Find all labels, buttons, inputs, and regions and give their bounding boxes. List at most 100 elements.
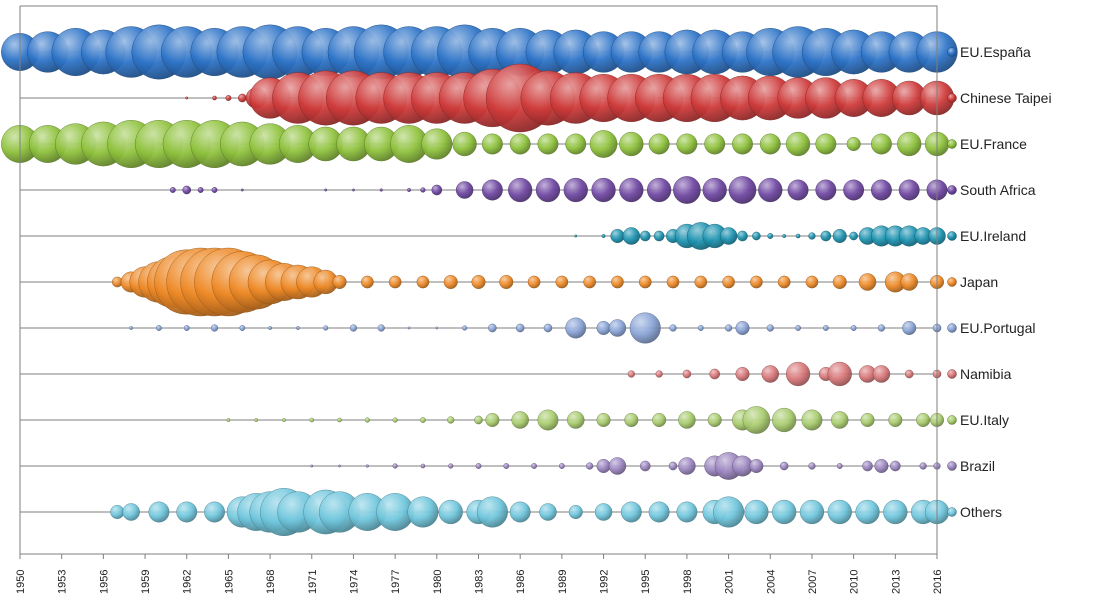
- bubble-point: [509, 133, 531, 155]
- x-tick-label: 2013: [890, 570, 902, 594]
- bubble-point: [619, 131, 644, 157]
- bubble-point: [110, 505, 125, 520]
- bubble-point: [508, 177, 533, 203]
- legend-label: South Africa: [960, 182, 1036, 198]
- bubble-point: [766, 324, 774, 332]
- bubble-point: [452, 131, 477, 157]
- bubble-point: [871, 133, 892, 155]
- bubble-point: [749, 459, 764, 474]
- bubble-point: [843, 179, 865, 201]
- x-tick-label: 1974: [348, 570, 360, 594]
- bubble-point: [678, 411, 696, 429]
- bubble-point: [678, 457, 696, 475]
- bubble-point: [750, 275, 763, 289]
- bubble-point: [608, 319, 627, 337]
- x-tick-label: 1959: [140, 570, 152, 594]
- bubble-point: [704, 133, 726, 155]
- bubble-point: [388, 275, 402, 289]
- bubble-point: [669, 324, 677, 332]
- bubble-point: [438, 499, 463, 525]
- bubble-point: [836, 463, 843, 469]
- bubble-point: [846, 136, 861, 151]
- bubble-point: [471, 275, 486, 290]
- bubble-point: [611, 275, 624, 289]
- bubble-point: [129, 326, 134, 330]
- legend-marker: [947, 139, 957, 149]
- bubble-point: [481, 179, 503, 201]
- bubble-point: [858, 273, 877, 291]
- bubble-point: [795, 233, 801, 239]
- bubble-point: [724, 324, 733, 332]
- legend-marker: [947, 369, 957, 379]
- bubble-point: [902, 321, 917, 336]
- bubble-point: [638, 275, 652, 289]
- x-tick-label: 2010: [849, 570, 861, 594]
- bubble-point: [676, 133, 698, 155]
- bubble-point: [323, 325, 329, 331]
- bubble-point: [666, 275, 680, 289]
- bubble-point: [416, 275, 430, 289]
- bubble-point: [392, 463, 398, 469]
- bubble-point: [900, 273, 918, 291]
- legend-marker: [947, 507, 957, 517]
- bubble-point: [586, 462, 594, 470]
- bubble-point: [407, 188, 411, 192]
- bubble-point: [752, 231, 761, 241]
- bubble-point: [801, 409, 823, 431]
- bubble-point: [735, 367, 750, 382]
- x-tick-label: 1977: [390, 570, 402, 594]
- x-tick-label: 1971: [307, 570, 319, 594]
- bubble-point: [324, 188, 328, 192]
- bubble-point: [183, 325, 190, 331]
- legend-marker: [947, 415, 957, 425]
- x-tick-label: 1950: [15, 570, 27, 594]
- bubble-point: [622, 227, 641, 245]
- bubble-point: [832, 228, 847, 243]
- bubble-point: [537, 133, 559, 155]
- bubble-point: [735, 321, 750, 336]
- bubble-point: [648, 133, 670, 155]
- legend-label: EU.Ireland: [960, 228, 1026, 244]
- bubble-point: [176, 501, 198, 523]
- bubble-point: [799, 499, 825, 525]
- bubble-point: [352, 188, 355, 192]
- bubble-point: [694, 275, 708, 289]
- bubble-point: [156, 325, 162, 331]
- bubble-point: [392, 417, 398, 423]
- bubble-point: [624, 413, 639, 428]
- legend-label: Chinese Taipei: [960, 90, 1052, 106]
- bubble-point: [185, 96, 189, 100]
- bubble-point: [758, 177, 783, 203]
- x-tick-label: 2004: [765, 570, 777, 594]
- bubble-point: [226, 418, 231, 422]
- bubble-point: [204, 501, 225, 523]
- bubble-point: [737, 230, 748, 242]
- bubble-point: [596, 413, 611, 428]
- bubble-point: [728, 176, 757, 204]
- bubble-point: [673, 176, 701, 204]
- x-tick-label: 1956: [98, 570, 110, 594]
- bubble-point: [447, 416, 455, 424]
- x-tick-label: 1998: [682, 570, 694, 594]
- x-tick-label: 1965: [223, 570, 235, 594]
- bubble-point: [888, 413, 903, 428]
- bubble-point: [509, 501, 531, 523]
- bubble-point: [652, 413, 667, 428]
- bubble-point: [772, 499, 797, 525]
- bubble-point: [785, 131, 811, 157]
- bubble-point: [531, 463, 537, 469]
- bubble-point: [702, 177, 727, 203]
- legend-marker: [947, 93, 957, 103]
- bubble-point: [377, 324, 385, 332]
- bubble-point: [608, 457, 627, 475]
- bubble-point: [815, 179, 837, 201]
- bubble-point: [574, 234, 578, 238]
- bubble-point: [443, 275, 458, 290]
- bubble-point: [475, 463, 482, 469]
- bubble-point: [527, 275, 541, 289]
- bubble-point: [361, 275, 374, 289]
- bubble-point: [697, 325, 704, 331]
- bubble-point: [772, 407, 797, 433]
- bubble-point: [364, 417, 370, 423]
- bubble-point: [558, 463, 565, 469]
